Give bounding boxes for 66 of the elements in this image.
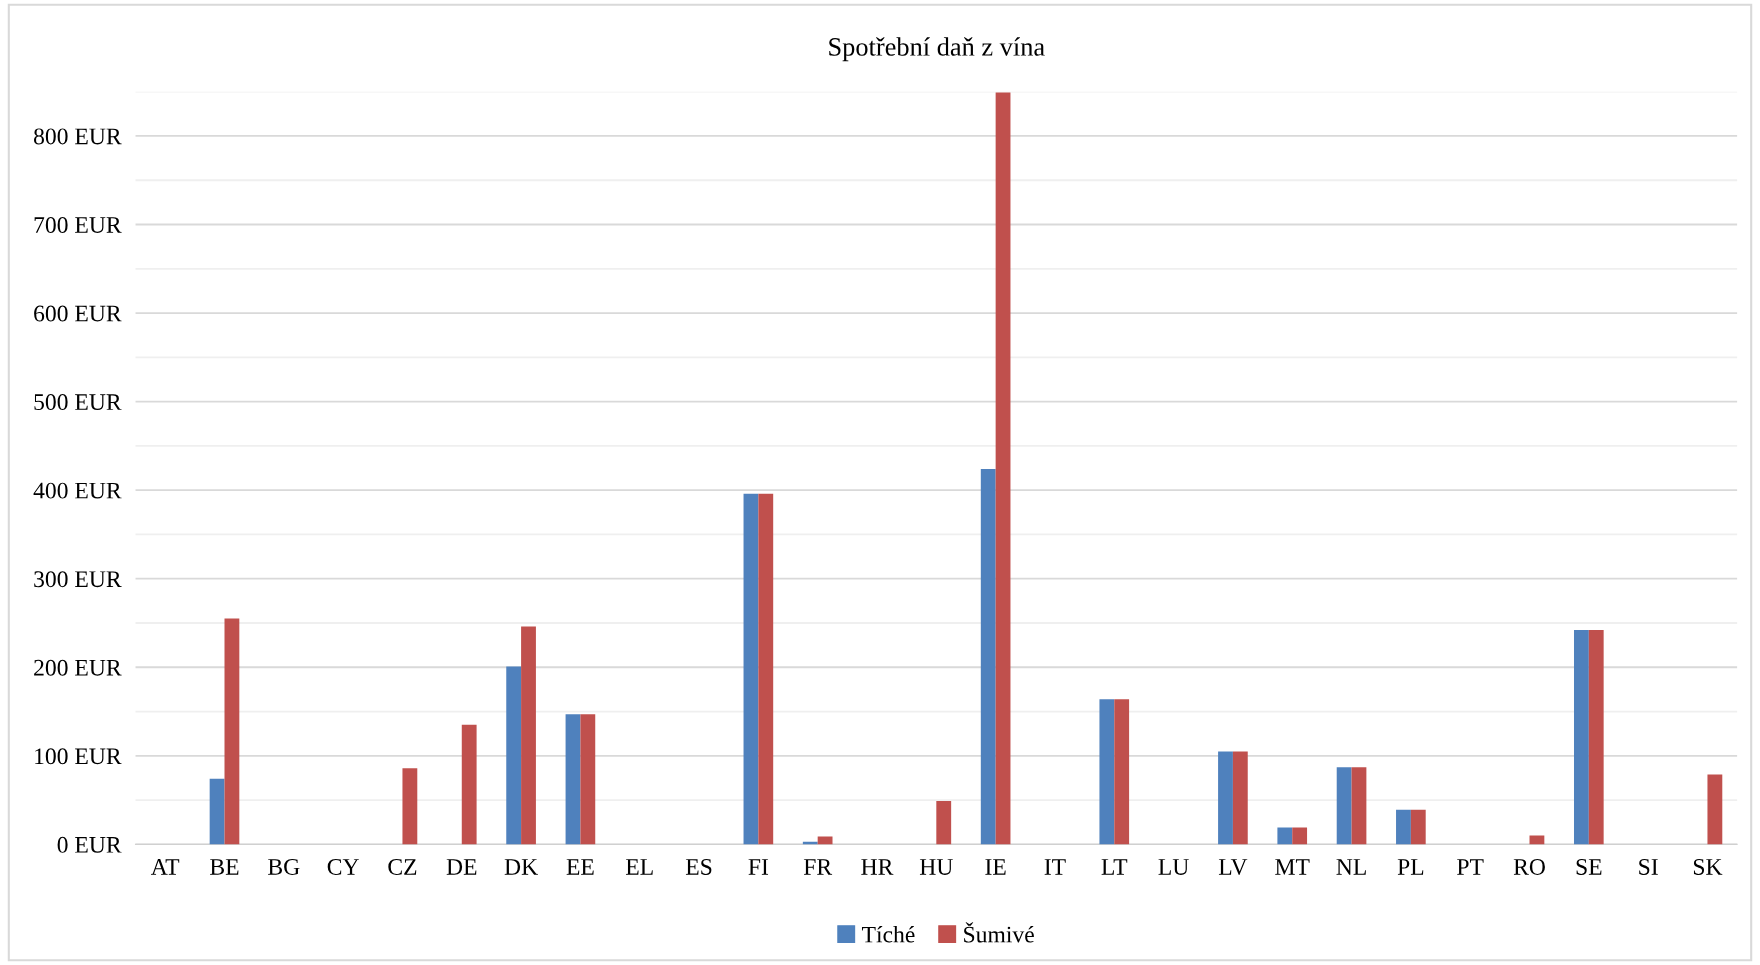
bar [1351, 767, 1367, 845]
y-tick-label: 300 EUR [34, 571, 122, 588]
bar [209, 778, 225, 845]
x-tick-label: NL [1336, 859, 1366, 875]
x-tick-label: IE [985, 859, 1006, 875]
x-tick-label: SK [1693, 859, 1723, 875]
bar [506, 666, 522, 845]
bar [521, 626, 536, 845]
bar [1277, 827, 1293, 845]
y-tick-label: 0 EUR [57, 836, 122, 853]
bar [1292, 827, 1308, 845]
bar [1099, 699, 1115, 845]
y-tick-label: 100 EUR [35, 748, 122, 765]
bar [1573, 630, 1589, 845]
x-tick-label: DK [504, 859, 538, 875]
y-tick-label: 600 EUR [34, 305, 122, 322]
bar [995, 92, 1011, 845]
x-tick-label: ES [685, 859, 712, 875]
legend-label: Šumivé [964, 922, 1034, 943]
bar [1232, 751, 1248, 845]
x-tick-label: EL [625, 859, 653, 875]
x-tick-label: IT [1044, 859, 1066, 875]
x-tick-label: LV [1218, 859, 1248, 876]
x-tick-label: AT [150, 859, 180, 875]
legend-label: Tíché [861, 925, 915, 943]
bar [1588, 630, 1604, 845]
x-tick-label: PL [1397, 859, 1424, 875]
bar [817, 836, 833, 845]
bar [224, 618, 240, 845]
x-tick-label: HU [919, 859, 953, 875]
bar [1707, 774, 1723, 845]
x-tick-label: HR [861, 859, 894, 875]
x-tick-label: LU [1158, 859, 1189, 875]
x-tick-label: SI [1639, 859, 1658, 875]
bar [580, 714, 596, 845]
x-tick-label: PT [1457, 859, 1484, 875]
bar [936, 800, 952, 845]
x-tick-label: SE [1576, 859, 1602, 875]
bar [743, 493, 759, 845]
bar [1218, 751, 1233, 845]
bar [1336, 767, 1352, 845]
x-tick-label: DE [446, 859, 477, 875]
x-tick-label: BE [210, 859, 239, 875]
x-tick-label: EE [566, 859, 594, 875]
bar [1114, 699, 1130, 845]
bar [402, 768, 418, 845]
y-tick-label: 400 EUR [33, 482, 122, 499]
x-tick-label: CY [327, 859, 359, 875]
x-tick-label: FR [803, 859, 833, 875]
y-tick-label: 500 EUR [34, 394, 122, 411]
x-tick-label: LT [1101, 859, 1128, 875]
bar [1396, 809, 1411, 845]
x-tick-label: MT [1275, 859, 1310, 875]
bar [980, 468, 996, 845]
chart-title: Spotřební daň z vína [829, 37, 1045, 62]
x-tick-label: FI [748, 859, 769, 875]
bar [565, 714, 581, 845]
y-tick-label: 800 EUR [33, 128, 122, 145]
bar [461, 724, 477, 845]
x-tick-label: BG [268, 859, 300, 875]
x-tick-label: RO [1513, 859, 1545, 875]
y-tick-label: 200 EUR [34, 659, 122, 676]
y-tick-label: 700 EUR [34, 216, 122, 233]
bar [758, 493, 774, 845]
bar [1410, 809, 1426, 845]
x-tick-label: CZ [388, 859, 417, 875]
